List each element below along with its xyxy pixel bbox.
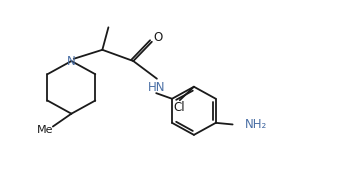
Text: NH₂: NH₂	[245, 118, 267, 131]
Text: O: O	[153, 31, 163, 44]
Text: HN: HN	[147, 81, 165, 94]
Text: Cl: Cl	[173, 101, 185, 114]
Text: Me: Me	[37, 125, 54, 135]
Text: N: N	[67, 55, 76, 68]
